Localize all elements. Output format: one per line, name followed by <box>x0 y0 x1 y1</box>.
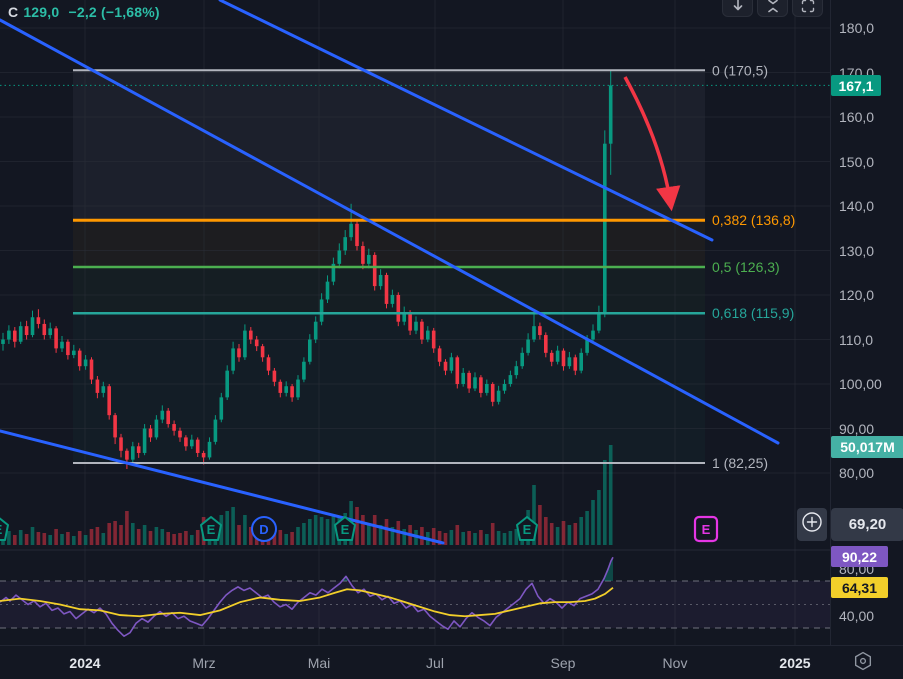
fib-level-label: 0,382 (136,8) <box>712 212 795 228</box>
earnings-marker[interactable]: E <box>334 516 356 541</box>
fib-level-label: 0 (170,5) <box>712 62 768 78</box>
price-axis-label: 140,0 <box>839 198 875 214</box>
ohlc-legend: C 129,0 −2,2 (−1,68%) <box>8 4 160 20</box>
time-axis-label: Mai <box>307 655 331 671</box>
fib-level-label: 1 (82,25) <box>712 455 768 471</box>
rsi-axis-label: 40,00 <box>839 608 875 625</box>
price-axis-label: 160,0 <box>839 109 875 125</box>
earnings-marker[interactable]: E <box>200 516 222 541</box>
time-axis-label: 2024 <box>69 655 101 671</box>
price-axis-label: 130,0 <box>839 242 875 259</box>
trendline <box>0 429 445 545</box>
collapse-icon <box>765 0 781 14</box>
price-axis-label: 120,0 <box>839 287 875 303</box>
rsi-ma-value-badge: 64,31 <box>831 577 888 598</box>
volume-value-badge: 50,017M <box>831 436 903 458</box>
legend-change: −2,2 (−1,68%) <box>68 4 160 20</box>
upcoming-earnings-marker[interactable]: E <box>693 515 719 543</box>
price-axis-label: 90,00 <box>839 420 875 437</box>
price-axis[interactable]: 40,00 80,00 167,1 50,017M 69,20 90,22 64,… <box>830 0 903 645</box>
dividend-marker[interactable]: D <box>251 516 277 542</box>
collapse-pane-button[interactable] <box>757 0 788 17</box>
svg-text:E: E <box>207 522 216 537</box>
trendlines-layer[interactable] <box>0 0 780 545</box>
time-axis-label: 2025 <box>779 655 811 671</box>
svg-text:E: E <box>0 522 3 537</box>
time-axis-label: Sep <box>550 655 576 671</box>
fib-retracement[interactable]: 0 (170,5) 0,382 (136,8) 0,5 (126,3) 0,618 (… <box>73 62 795 471</box>
maximize-icon <box>800 0 816 14</box>
price-axis-label: 110,0 <box>839 331 873 348</box>
trendline <box>0 18 780 445</box>
move-pane-down-button[interactable] <box>722 0 753 17</box>
svg-text:E: E <box>523 522 532 537</box>
event-markers-layer[interactable]: EEDEEE <box>0 515 719 543</box>
price-axis-label: 100,00 <box>839 376 882 392</box>
arrow-down-icon <box>730 0 746 14</box>
price-axis-label: 180,0 <box>839 20 875 36</box>
arrow-annotation[interactable] <box>623 76 681 212</box>
plus-circle-icon <box>801 511 823 538</box>
rsi-pane <box>0 556 830 638</box>
rsi-value-badge: 90,22 <box>831 546 888 567</box>
add-alert-plus-button[interactable] <box>797 508 827 541</box>
trendline <box>218 0 714 242</box>
svg-text:E: E <box>702 522 711 537</box>
price-axis-label: 150,0 <box>839 153 875 170</box>
candles-layer <box>1 70 613 469</box>
arrow-drawing <box>623 76 681 212</box>
time-axis-label: Nov <box>662 655 688 671</box>
legend-price: 129,0 <box>23 4 60 20</box>
fib-band-fills <box>73 70 705 463</box>
price-row-value[interactable]: 69,20 <box>831 508 903 541</box>
maximize-pane-button[interactable] <box>792 0 823 17</box>
legend-close-marker: C <box>8 4 19 20</box>
fib-level-label: 0,5 (126,3) <box>712 259 780 275</box>
last-price-badge: 167,1 <box>831 75 881 96</box>
hexagon-icon <box>852 650 874 677</box>
rsi-ma-line <box>0 586 614 618</box>
axis-settings-button[interactable] <box>849 649 877 677</box>
price-axis-label: 80,00 <box>839 465 875 481</box>
time-axis[interactable]: 2024 Mrz Mai Jul Sep Nov 2025 <box>0 645 903 679</box>
time-axis-label: Mrz <box>192 655 216 671</box>
svg-text:D: D <box>259 522 268 537</box>
earnings-marker[interactable]: E <box>0 517 9 541</box>
time-axis-label: Jul <box>426 655 444 671</box>
fib-level-label: 0,618 (115,9) <box>712 305 794 321</box>
earnings-marker[interactable]: E <box>516 516 538 541</box>
chart-canvas[interactable]: 0 (170,5) 0,382 (136,8) 0,5 (126,3) 0,618 (… <box>0 0 830 645</box>
svg-text:E: E <box>341 522 350 537</box>
